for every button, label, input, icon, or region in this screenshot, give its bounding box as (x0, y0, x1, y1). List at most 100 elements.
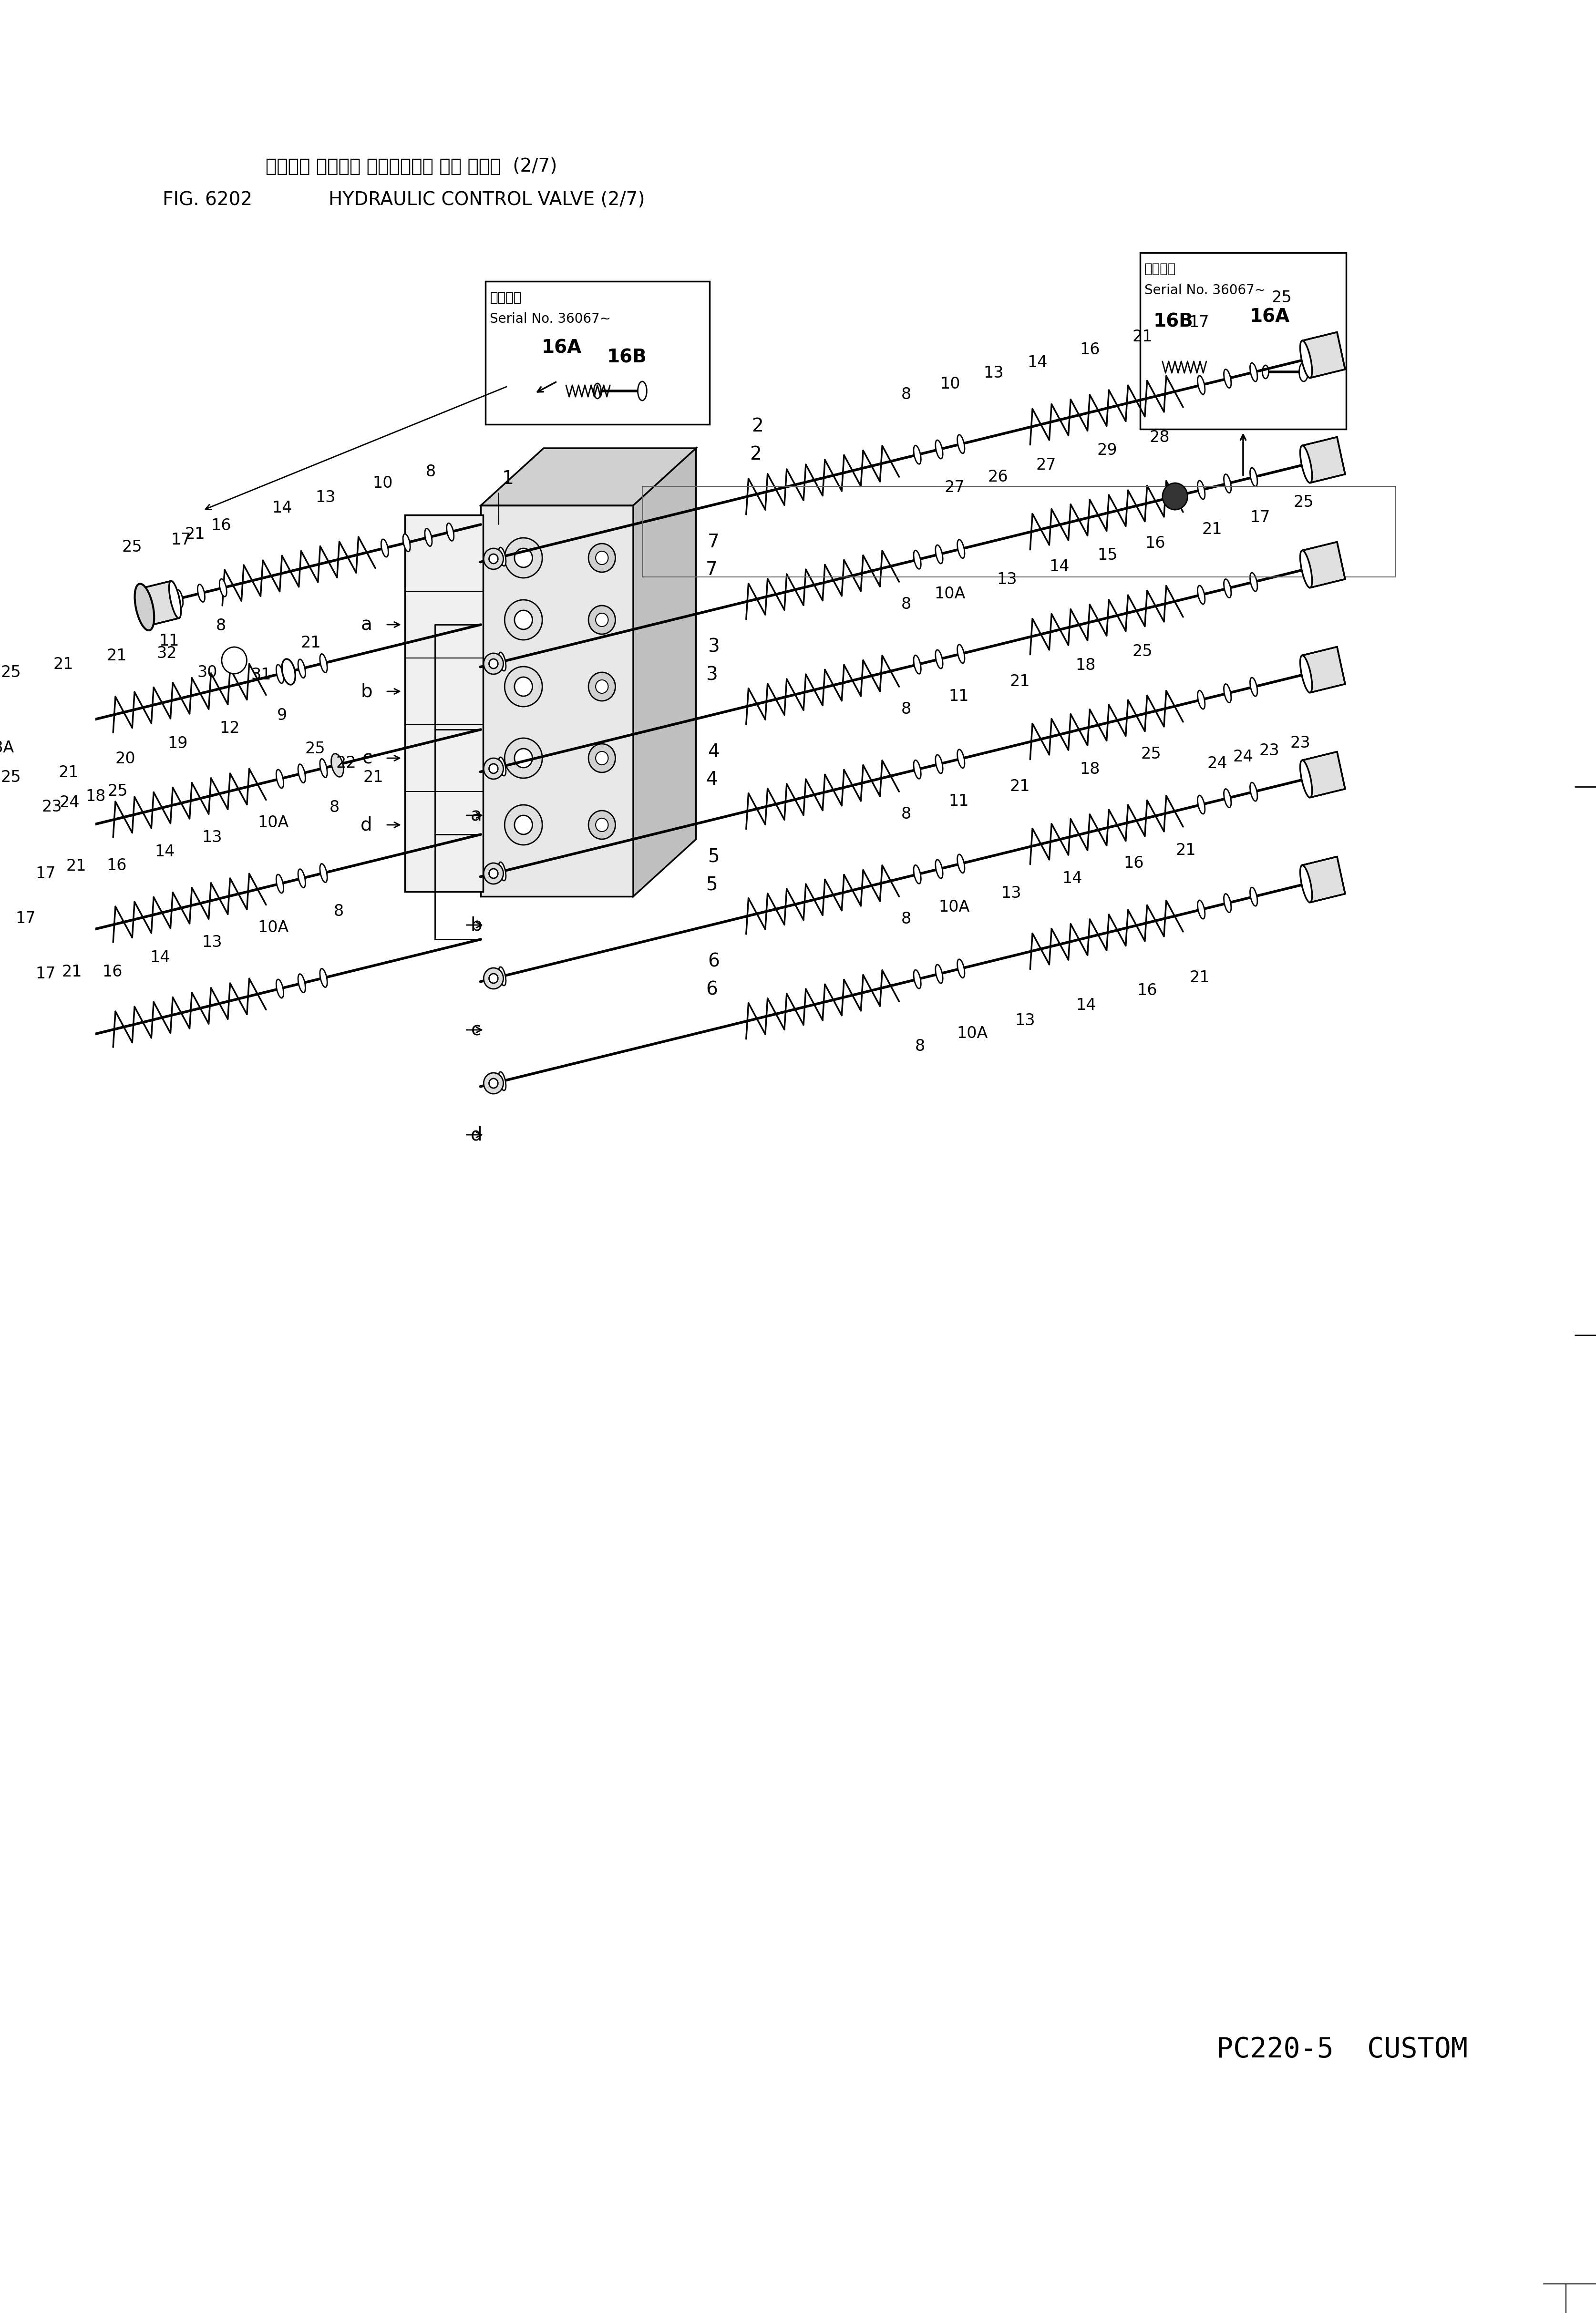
Circle shape (514, 611, 533, 629)
Text: d: d (471, 1126, 482, 1145)
Circle shape (488, 659, 498, 668)
Text: 10A: 10A (938, 900, 970, 916)
Text: 13: 13 (983, 365, 1004, 382)
Text: 適用号機: 適用号機 (1144, 261, 1176, 275)
Text: ハイト゚ ロリック コントロール パ ルプ  (2/7): ハイト゚ ロリック コントロール パ ルプ (2/7) (265, 157, 557, 176)
Circle shape (589, 745, 616, 773)
Ellipse shape (298, 974, 305, 992)
Text: 20: 20 (115, 752, 136, 766)
Polygon shape (1302, 648, 1345, 692)
Text: 32: 32 (156, 645, 177, 662)
Ellipse shape (958, 749, 964, 768)
Text: 21: 21 (65, 858, 86, 874)
Circle shape (484, 863, 503, 884)
Ellipse shape (75, 715, 83, 733)
Text: 21: 21 (62, 965, 81, 981)
Circle shape (504, 599, 543, 641)
Text: 8: 8 (334, 904, 343, 918)
Ellipse shape (913, 446, 921, 465)
Ellipse shape (1301, 340, 1312, 377)
Text: 18: 18 (1080, 761, 1100, 777)
Text: 13: 13 (998, 571, 1017, 588)
Ellipse shape (498, 548, 506, 567)
Text: 16: 16 (1124, 856, 1144, 872)
Circle shape (595, 819, 608, 833)
Ellipse shape (913, 655, 921, 673)
Circle shape (488, 870, 498, 879)
Circle shape (504, 805, 543, 844)
Ellipse shape (935, 650, 943, 668)
Text: 8: 8 (215, 618, 227, 634)
Ellipse shape (447, 523, 453, 541)
Ellipse shape (638, 382, 646, 400)
Ellipse shape (176, 590, 184, 608)
Text: 5: 5 (707, 847, 720, 865)
Circle shape (1162, 483, 1187, 509)
Ellipse shape (1197, 375, 1205, 396)
Text: 26: 26 (988, 470, 1009, 486)
Text: 2: 2 (752, 416, 763, 435)
Ellipse shape (0, 1034, 2, 1085)
Polygon shape (634, 449, 696, 897)
Text: 13: 13 (1001, 886, 1021, 902)
Ellipse shape (1301, 865, 1312, 902)
Ellipse shape (21, 823, 32, 860)
Text: 11: 11 (948, 793, 969, 810)
Text: 11: 11 (948, 689, 969, 705)
Text: 2: 2 (750, 444, 761, 463)
Text: b: b (471, 916, 482, 934)
Text: 19: 19 (168, 736, 188, 752)
Ellipse shape (1224, 370, 1231, 389)
Ellipse shape (1301, 761, 1312, 798)
Ellipse shape (1250, 467, 1258, 486)
Text: 11: 11 (160, 634, 179, 648)
Ellipse shape (276, 664, 284, 682)
Text: 10A: 10A (935, 585, 966, 601)
Text: 23: 23 (41, 800, 62, 814)
Text: 4: 4 (705, 770, 718, 789)
Polygon shape (0, 823, 30, 867)
Circle shape (484, 1073, 503, 1094)
Text: 23: 23 (1259, 742, 1280, 759)
Text: 14: 14 (150, 951, 171, 965)
Ellipse shape (21, 717, 32, 754)
Text: 8: 8 (902, 807, 911, 821)
Text: 21: 21 (362, 770, 383, 784)
Ellipse shape (594, 384, 602, 398)
Ellipse shape (1224, 893, 1231, 911)
Ellipse shape (498, 967, 506, 985)
Ellipse shape (1250, 678, 1258, 696)
Text: 14: 14 (1063, 870, 1082, 886)
Text: 25: 25 (121, 539, 142, 555)
Text: 31: 31 (251, 666, 271, 682)
Text: 21: 21 (107, 648, 126, 664)
Text: 21: 21 (1132, 328, 1152, 345)
Ellipse shape (1197, 481, 1205, 500)
Text: 25: 25 (0, 664, 21, 680)
Text: 16B: 16B (1154, 312, 1194, 331)
Ellipse shape (319, 969, 327, 988)
Polygon shape (1302, 752, 1345, 798)
Text: 25: 25 (107, 784, 128, 798)
Ellipse shape (134, 583, 155, 631)
Ellipse shape (276, 978, 284, 997)
Polygon shape (1302, 856, 1345, 902)
Ellipse shape (913, 969, 921, 988)
Ellipse shape (498, 652, 506, 671)
Text: 29: 29 (1096, 442, 1117, 458)
Ellipse shape (1224, 474, 1231, 493)
Text: 21: 21 (1010, 779, 1029, 793)
Text: 21: 21 (59, 766, 78, 782)
Text: 17: 17 (16, 911, 37, 928)
Ellipse shape (57, 823, 65, 842)
Text: 10A: 10A (257, 921, 289, 934)
Text: 16B: 16B (606, 347, 646, 365)
Circle shape (504, 666, 543, 708)
Ellipse shape (75, 1029, 83, 1048)
Polygon shape (0, 928, 30, 974)
Text: 6: 6 (707, 953, 720, 971)
Circle shape (589, 606, 616, 634)
Text: 25: 25 (305, 740, 326, 756)
Text: Serial No. 36067∼: Serial No. 36067∼ (1144, 284, 1266, 296)
Text: 4: 4 (707, 742, 720, 761)
